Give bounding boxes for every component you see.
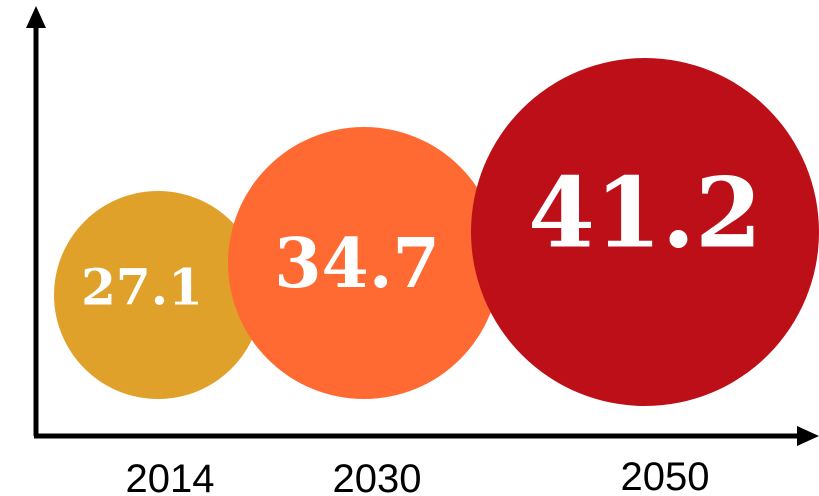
- y-axis-arrowhead: [26, 6, 46, 28]
- x-tick-labels: 2014 2030 2050: [126, 455, 710, 496]
- bubbles-group: 27.1 34.7 41.2: [54, 58, 819, 406]
- bubble-value-label-2050: 41.2: [528, 157, 762, 270]
- bubble-2014: [54, 191, 262, 399]
- bubble-value-label-2014: 27.1: [81, 258, 203, 317]
- x-tick-label-2014: 2014: [126, 457, 215, 496]
- bubble-value-label-2030: 34.7: [274, 224, 440, 304]
- bubble-2030: [228, 127, 500, 399]
- x-axis-arrowhead: [797, 426, 819, 446]
- x-tick-label-2030: 2030: [333, 457, 422, 496]
- x-tick-label-2050: 2050: [621, 455, 710, 496]
- axes: [26, 6, 819, 446]
- bubble-2050: [471, 58, 819, 406]
